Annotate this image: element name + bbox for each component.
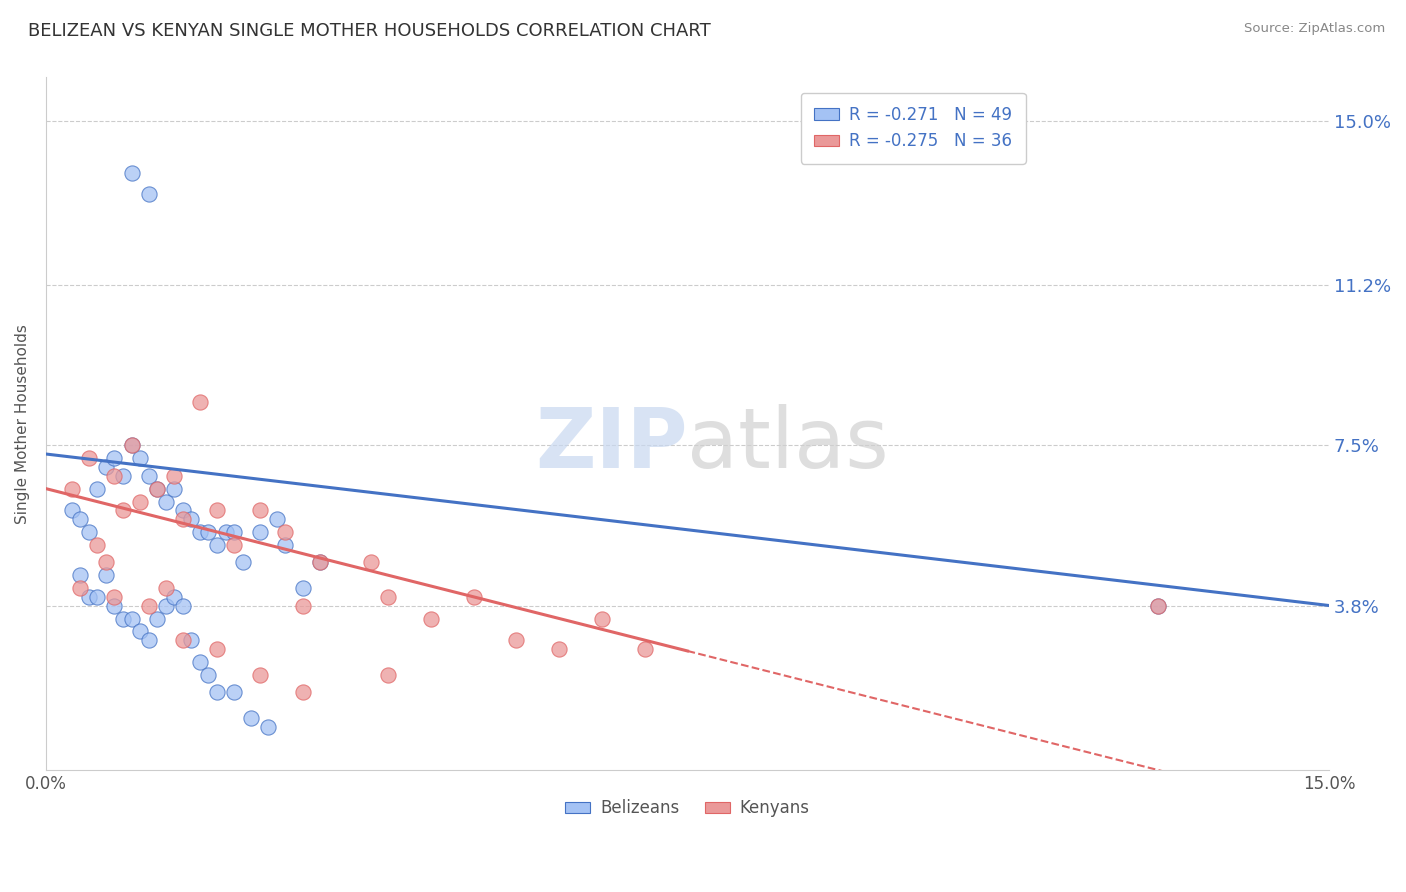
Point <box>249 524 271 539</box>
Point <box>1147 599 1170 613</box>
Point <box>146 611 169 625</box>
Point <box>224 685 246 699</box>
Point <box>274 538 297 552</box>
Point <box>94 460 117 475</box>
Point <box>155 494 177 508</box>
Point <box>77 590 100 604</box>
Point <box>86 538 108 552</box>
Text: BELIZEAN VS KENYAN SINGLE MOTHER HOUSEHOLDS CORRELATION CHART: BELIZEAN VS KENYAN SINGLE MOTHER HOUSEHO… <box>28 22 711 40</box>
Point <box>360 555 382 569</box>
Point <box>121 611 143 625</box>
Legend: Belizeans, Kenyans: Belizeans, Kenyans <box>558 793 817 824</box>
Point <box>121 438 143 452</box>
Point <box>188 395 211 409</box>
Point <box>591 611 613 625</box>
Point <box>224 524 246 539</box>
Point <box>69 512 91 526</box>
Text: Source: ZipAtlas.com: Source: ZipAtlas.com <box>1244 22 1385 36</box>
Point <box>197 667 219 681</box>
Point <box>103 451 125 466</box>
Point <box>111 503 134 517</box>
Point <box>180 633 202 648</box>
Point <box>103 590 125 604</box>
Point <box>103 599 125 613</box>
Point <box>257 720 280 734</box>
Point <box>163 482 186 496</box>
Point <box>205 503 228 517</box>
Point <box>232 555 254 569</box>
Point <box>224 538 246 552</box>
Point <box>129 494 152 508</box>
Point <box>111 611 134 625</box>
Point <box>249 503 271 517</box>
Point <box>274 524 297 539</box>
Point <box>94 568 117 582</box>
Point <box>205 641 228 656</box>
Point <box>172 512 194 526</box>
Point <box>249 667 271 681</box>
Point <box>205 538 228 552</box>
Point <box>163 468 186 483</box>
Point <box>548 641 571 656</box>
Point <box>77 524 100 539</box>
Point <box>172 599 194 613</box>
Point <box>188 655 211 669</box>
Point <box>291 685 314 699</box>
Point <box>188 524 211 539</box>
Point <box>308 555 330 569</box>
Point <box>138 468 160 483</box>
Point <box>505 633 527 648</box>
Text: ZIP: ZIP <box>536 404 688 485</box>
Point <box>94 555 117 569</box>
Point <box>86 590 108 604</box>
Point <box>138 633 160 648</box>
Point <box>60 482 83 496</box>
Text: atlas: atlas <box>688 404 889 485</box>
Point <box>69 568 91 582</box>
Point <box>121 438 143 452</box>
Point <box>308 555 330 569</box>
Point <box>240 711 263 725</box>
Point <box>60 503 83 517</box>
Point <box>291 581 314 595</box>
Point <box>419 611 441 625</box>
Point <box>197 524 219 539</box>
Point <box>103 468 125 483</box>
Point <box>86 482 108 496</box>
Point <box>377 590 399 604</box>
Point <box>111 468 134 483</box>
Point <box>205 685 228 699</box>
Point <box>180 512 202 526</box>
Point <box>291 599 314 613</box>
Point <box>266 512 288 526</box>
Point <box>69 581 91 595</box>
Point <box>172 633 194 648</box>
Point <box>155 581 177 595</box>
Point <box>214 524 236 539</box>
Y-axis label: Single Mother Households: Single Mother Households <box>15 324 30 524</box>
Point <box>634 641 657 656</box>
Point <box>377 667 399 681</box>
Point <box>146 482 169 496</box>
Point <box>163 590 186 604</box>
Point <box>155 599 177 613</box>
Point <box>138 187 160 202</box>
Point <box>121 166 143 180</box>
Point <box>138 599 160 613</box>
Point <box>463 590 485 604</box>
Point <box>172 503 194 517</box>
Point <box>77 451 100 466</box>
Point <box>129 624 152 639</box>
Point <box>146 482 169 496</box>
Point <box>1147 599 1170 613</box>
Point <box>129 451 152 466</box>
